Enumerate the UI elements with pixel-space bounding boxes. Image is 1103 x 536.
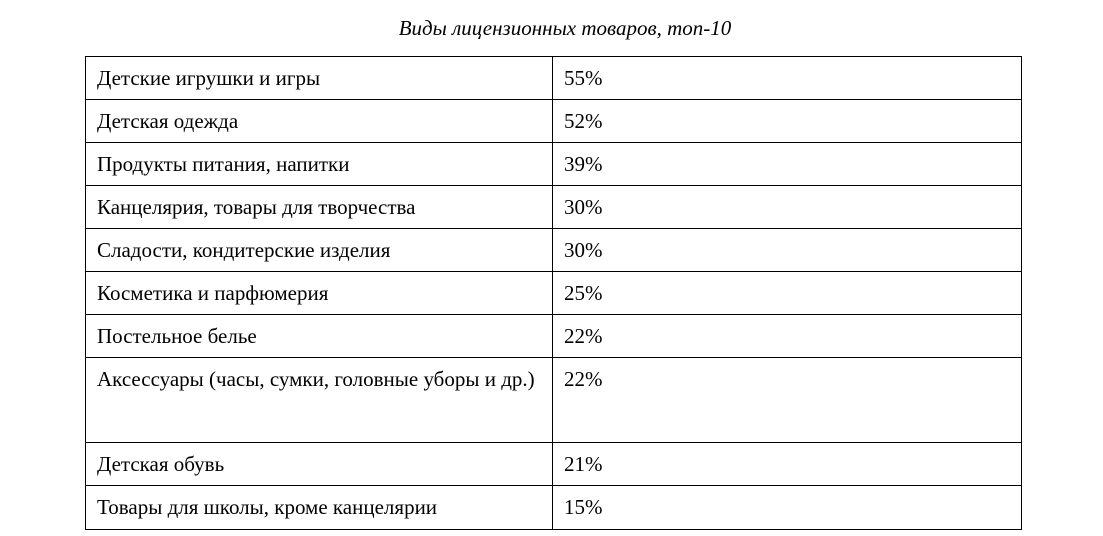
table-row: Аксессуары (часы, сумки, головные уборы … xyxy=(85,357,1022,443)
percentage-cell: 21% xyxy=(552,442,1022,486)
product-type-cell: Канцелярия, товары для творчества xyxy=(85,185,553,229)
product-type-cell: Сладости, кондитерские изделия xyxy=(85,228,553,272)
table-row: Косметика и парфюмерия 25% xyxy=(85,271,1022,315)
percentage-cell: 25% xyxy=(552,271,1022,315)
product-type-cell: Детская одежда xyxy=(85,99,553,143)
percentage-cell: 55% xyxy=(552,56,1022,100)
table-row: Постельное белье 22% xyxy=(85,314,1022,358)
table-row: Детская обувь 21% xyxy=(85,442,1022,486)
percentage-cell: 22% xyxy=(552,314,1022,358)
product-type-cell: Аксессуары (часы, сумки, головные уборы … xyxy=(85,357,553,443)
percentage-cell: 30% xyxy=(552,185,1022,229)
product-type-cell: Косметика и парфюмерия xyxy=(85,271,553,315)
table-caption: Виды лицензионных товаров, топ-10 xyxy=(398,16,732,40)
table-row: Сладости, кондитерские изделия 30% xyxy=(85,228,1022,272)
product-type-cell: Продукты питания, напитки xyxy=(85,142,553,186)
product-type-cell: Товары для школы, кроме канцелярии xyxy=(85,485,553,530)
percentage-cell: 52% xyxy=(552,99,1022,143)
table-row: Детские игрушки и игры 55% xyxy=(85,56,1022,100)
product-type-cell: Детская обувь xyxy=(85,442,553,486)
table-row: Товары для школы, кроме канцелярии 15% xyxy=(85,485,1022,530)
product-type-cell: Детские игрушки и игры xyxy=(85,56,553,100)
product-type-cell: Постельное белье xyxy=(85,314,553,358)
table-row: Продукты питания, напитки 39% xyxy=(85,142,1022,186)
percentage-cell: 15% xyxy=(552,485,1022,530)
licensed-goods-table: Детские игрушки и игры 55% Детская одежд… xyxy=(85,56,1022,530)
table-row: Канцелярия, товары для творчества 30% xyxy=(85,185,1022,229)
percentage-cell: 22% xyxy=(552,357,1022,443)
percentage-cell: 39% xyxy=(552,142,1022,186)
table-row: Детская одежда 52% xyxy=(85,99,1022,143)
percentage-cell: 30% xyxy=(552,228,1022,272)
